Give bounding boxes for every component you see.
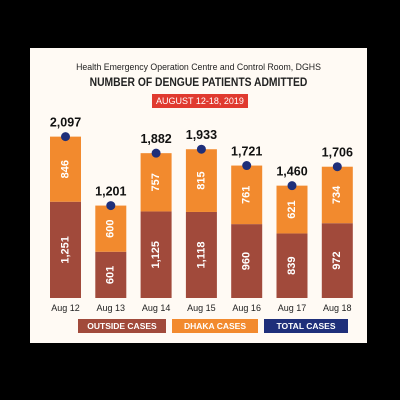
bar-outside-cases xyxy=(321,223,353,298)
total-dot xyxy=(332,162,342,172)
legend-outside-cases: OUTSIDE CASES xyxy=(78,319,166,333)
x-tick-label: Aug 18 xyxy=(323,303,352,313)
x-tick-label: Aug 14 xyxy=(142,303,171,313)
data-label-dhaka: 846 xyxy=(59,160,71,178)
data-label-dhaka: 600 xyxy=(105,219,117,237)
bar-chart: 1,251 846 2,097 Aug 12 601 600 1,201 Aug 13 1,12… xyxy=(50,116,353,313)
total-dot xyxy=(106,201,116,211)
data-label-outside: 1,118 xyxy=(195,242,207,269)
bar-dhaka-cases xyxy=(95,205,127,252)
data-label-outside: 1,125 xyxy=(150,241,162,269)
data-label-dhaka: 815 xyxy=(195,171,207,189)
data-label-dhaka: 757 xyxy=(150,173,162,191)
date-range-badge: AUGUST 12-18, 2019 xyxy=(152,94,248,108)
x-tick-label: Aug 15 xyxy=(187,303,216,313)
bar-outside-cases xyxy=(276,233,308,298)
source-line: Health Emergency Operation Centre and Co… xyxy=(76,62,321,73)
x-tick-label: Aug 17 xyxy=(278,303,307,313)
data-label-dhaka: 734 xyxy=(331,185,343,204)
total-dot xyxy=(242,161,252,171)
bar-dhaka-cases xyxy=(276,185,308,234)
bar-dhaka-cases xyxy=(50,136,81,202)
total-dot xyxy=(61,132,70,142)
data-label-outside: 601 xyxy=(105,266,117,284)
bar-dhaka-cases xyxy=(140,153,172,212)
bar-dhaka-cases xyxy=(321,166,353,224)
bar-outside-cases xyxy=(95,251,127,298)
total-label: 1,706 xyxy=(322,146,353,160)
total-label: 2,097 xyxy=(50,116,81,130)
total-dot xyxy=(287,181,297,191)
chart-panel: Health Emergency Operation Centre and Co… xyxy=(30,48,367,343)
data-label-outside: 1,251 xyxy=(59,236,71,264)
legend-dhaka-cases: DHAKA CASES xyxy=(172,319,258,333)
total-label: 1,721 xyxy=(231,145,262,159)
total-label: 1,933 xyxy=(186,128,217,142)
bar-outside-cases xyxy=(231,224,263,298)
bar-dhaka-cases xyxy=(231,165,263,225)
total-label: 1,882 xyxy=(140,132,171,146)
data-label-outside: 960 xyxy=(241,252,253,270)
data-label-outside: 839 xyxy=(286,257,298,275)
chart-title: NUMBER OF DENGUE PATIENTS ADMITTED xyxy=(89,75,308,89)
total-label: 1,201 xyxy=(95,185,126,199)
total-label: 1,460 xyxy=(276,165,307,179)
x-tick-label: Aug 12 xyxy=(51,303,80,313)
bar-dhaka-cases xyxy=(185,149,217,212)
bar-outside-cases xyxy=(185,211,217,298)
total-dot xyxy=(151,148,161,158)
bar-outside-cases xyxy=(50,201,81,298)
bar-outside-cases xyxy=(140,211,172,298)
data-label-dhaka: 621 xyxy=(286,200,298,218)
data-label-dhaka: 761 xyxy=(241,186,253,204)
x-tick-label: Aug 16 xyxy=(232,303,261,313)
legend-total-cases: TOTAL CASES xyxy=(264,319,348,333)
x-tick-label: Aug 13 xyxy=(97,303,126,313)
total-dot xyxy=(196,144,206,154)
data-label-outside: 972 xyxy=(331,251,343,269)
